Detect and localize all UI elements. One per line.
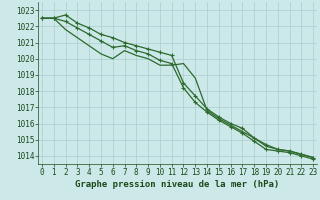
X-axis label: Graphe pression niveau de la mer (hPa): Graphe pression niveau de la mer (hPa) xyxy=(76,180,280,189)
